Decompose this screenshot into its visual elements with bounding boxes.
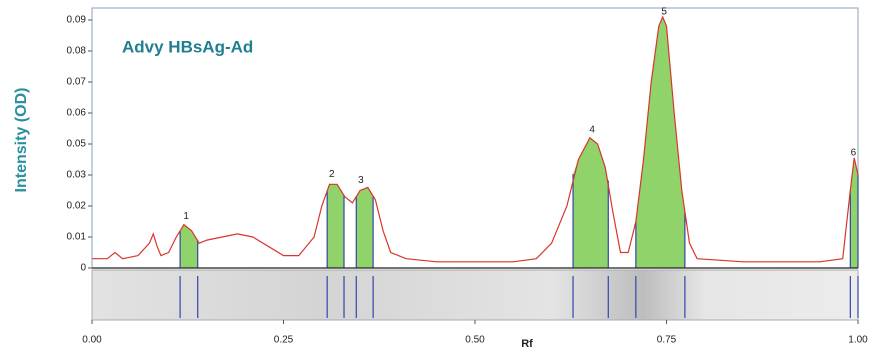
y-tick-label: 0.05: [67, 139, 87, 150]
peak-label: 5: [661, 7, 667, 18]
peak-area: [356, 187, 374, 268]
peak-area: [850, 157, 858, 268]
peak-label: 1: [183, 211, 189, 222]
chart-title: Advy HBsAg-Ad: [122, 37, 253, 56]
y-tick-label: 0.08: [67, 46, 87, 57]
y-tick-label: 0.03: [67, 170, 87, 181]
x-tick-label: 1.00: [848, 335, 868, 346]
y-tick-label: 0.02: [67, 201, 87, 212]
peak-area: [180, 224, 198, 268]
peak-area: [635, 16, 685, 269]
y-axis-label: Intensity (OD): [13, 88, 30, 193]
trace-line: [92, 15, 859, 263]
y-tick-label: 0.01: [67, 232, 87, 243]
x-tick-label: 0.50: [465, 335, 485, 346]
x-axis-label: Rf: [521, 338, 533, 350]
peak-area: [327, 184, 345, 268]
y-tick-label: 0.09: [67, 15, 87, 26]
peak-label: 4: [589, 124, 595, 135]
x-tick-label: 0.00: [82, 335, 102, 346]
peak-label: 3: [358, 175, 364, 186]
y-tick-label: 0.06: [67, 108, 87, 119]
peak-label: 6: [851, 148, 857, 159]
y-tick-label: 0.07: [67, 77, 87, 88]
x-tick-label: 0.75: [657, 335, 677, 346]
x-tick-label: 0.25: [274, 335, 294, 346]
gel-strip: [91, 269, 859, 321]
peak-label: 2: [329, 169, 335, 180]
plot-area: [91, 7, 859, 269]
peak-area: [573, 137, 609, 268]
y-tick-label: 0: [80, 263, 86, 274]
